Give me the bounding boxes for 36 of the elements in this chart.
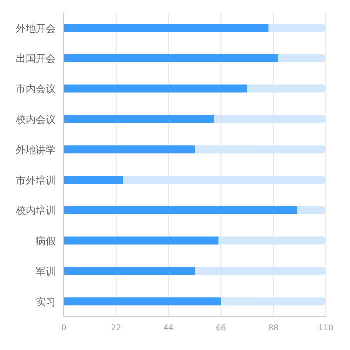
y-tick-label: 出国开会 [16, 53, 56, 66]
x-tick-label: 88 [268, 324, 279, 333]
x-tick-label: 110 [318, 324, 334, 333]
bar [64, 115, 214, 124]
y-tick-label: 市内会议 [16, 84, 56, 96]
y-tick-label: 市外培训 [16, 174, 56, 187]
bar [64, 298, 222, 306]
bar [64, 236, 219, 245]
bar [64, 206, 298, 214]
x-tick-label: 66 [216, 324, 226, 333]
bar [221, 298, 326, 306]
x-tick-label: 44 [164, 324, 174, 333]
y-tick-label: 外地讲学 [16, 144, 56, 156]
bar [297, 206, 326, 214]
bar [278, 54, 326, 62]
y-tick-label: 实习 [36, 296, 56, 308]
bar [64, 84, 248, 93]
bar [218, 236, 326, 245]
y-tick-label: 病假 [36, 236, 56, 248]
bar [64, 54, 278, 62]
bar [124, 176, 326, 184]
bar [64, 24, 269, 32]
y-tick-label: 校内会议 [15, 114, 56, 126]
x-tick-label: 22 [111, 324, 122, 333]
bar [195, 267, 326, 276]
bar [247, 84, 326, 93]
y-tick-label: 校内培训 [15, 205, 56, 218]
y-tick-label: 外地开会 [16, 22, 56, 35]
bar [268, 24, 326, 32]
bar [64, 146, 195, 154]
bar [214, 115, 326, 124]
bar [195, 146, 326, 154]
bar [64, 267, 195, 276]
y-tick-label: 军训 [36, 266, 56, 278]
x-tick-label: 0 [61, 324, 67, 333]
bar [64, 176, 124, 184]
